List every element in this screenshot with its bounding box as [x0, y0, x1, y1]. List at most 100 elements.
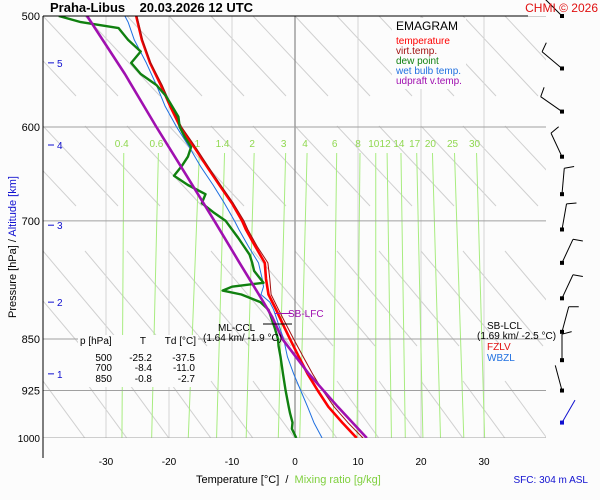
wind-barb-shaft	[550, 132, 563, 157]
dry-adiabat-line	[43, 16, 119, 97]
dry-adiabat-line	[0, 251, 39, 346]
dry-adiabat-line	[336, 125, 413, 207]
mixing-ratio-label: 1	[195, 139, 201, 150]
wind-barb	[550, 126, 564, 159]
table-cell: 850	[95, 373, 112, 385]
mixing-ratio-line	[386, 152, 392, 438]
mixing-ratio-line	[400, 152, 406, 438]
temperature-tick-label: 10	[352, 457, 364, 468]
table-cell: -25.2	[129, 352, 152, 364]
wind-barb-station-dot	[560, 154, 564, 159]
mixing-ratio-line	[277, 152, 287, 438]
wind-barb	[560, 166, 575, 197]
sb-lcl-label: SB-LCL	[487, 321, 523, 332]
mixing-ratio-label: 25	[447, 139, 459, 150]
altitude-tick-label: 2	[57, 298, 63, 309]
temperature-tick-label: 30	[478, 457, 490, 468]
dry-adiabat-line	[252, 380, 296, 438]
dry-adiabat-line	[43, 60, 77, 97]
dry-adiabat-line	[462, 125, 539, 207]
dry-adiabat-line	[504, 380, 546, 438]
table-row: 850 -0.8 -2.7	[80, 373, 196, 386]
wet-bulb-line	[124, 16, 323, 438]
legend-item: temperature	[396, 36, 450, 47]
altitude-tick-label: 3	[57, 221, 63, 232]
x-title-separator: /	[279, 474, 295, 486]
legend: EMAGRAM temperature virt.temp. dew point we…	[392, 18, 466, 89]
wind-barb	[554, 365, 564, 393]
grid-layer	[0, 16, 600, 456]
dry-adiabat-line	[210, 16, 287, 97]
pressure-tick-label: 700	[22, 216, 40, 228]
mixing-ratio-line	[476, 152, 486, 438]
wind-barb-shaft	[540, 96, 563, 112]
dry-adiabat-line	[589, 126, 600, 206]
temperature-tick-label: -10	[225, 457, 240, 468]
station-name: Praha-Libus	[50, 0, 126, 15]
mixing-ratio-line	[121, 152, 125, 438]
dry-adiabat-line	[547, 16, 600, 96]
mixing-ratio-line	[299, 152, 308, 438]
legend-item: virt.temp.	[396, 46, 438, 57]
fzlv-label: FZLV	[487, 342, 511, 353]
dry-adiabat-line	[336, 380, 380, 438]
wbzl-label: WBZL	[487, 353, 515, 364]
dry-adiabat-line	[589, 251, 600, 346]
dry-adiabat-line	[547, 126, 600, 206]
mixing-ratio-line	[356, 152, 361, 438]
temperature-tick-label: 0	[292, 457, 298, 468]
dry-adiabat-line	[504, 125, 546, 171]
y-title-altitude: Altitude [km]	[7, 176, 19, 237]
altitude-tick-label: 4	[57, 141, 63, 152]
x-axis-title: Temperature [°C] / Mixing ratio [g/kg]	[196, 474, 381, 486]
dry-adiabat-line	[378, 250, 460, 347]
dry-adiabat-line	[420, 250, 502, 347]
mixing-ratio-line	[454, 152, 465, 438]
sounding-datetime: 20.03.2026 12 UTC	[139, 0, 254, 15]
wind-barb-station-dot	[560, 66, 564, 71]
dry-adiabat-line	[589, 16, 600, 96]
wind-barb-station-dot	[560, 420, 564, 425]
sb-lfc-label: SB-LFC	[288, 309, 324, 320]
dew-point-line	[58, 16, 298, 438]
mixing-ratio-label: 0.4	[115, 139, 129, 150]
dry-adiabat-line	[43, 250, 124, 347]
table-cell: -0.8	[134, 373, 152, 385]
table-cell: 700	[95, 363, 112, 374]
wind-barb-station-dot	[560, 260, 564, 265]
dry-adiabat-line	[589, 381, 600, 456]
dry-adiabat-line	[168, 380, 212, 438]
wind-barb	[560, 202, 577, 232]
dry-adiabat-line	[462, 250, 544, 347]
pressure-tick-label: 500	[22, 11, 40, 23]
dry-adiabat-line	[210, 380, 254, 438]
dry-adiabat-line	[462, 16, 539, 97]
wind-barb	[560, 238, 583, 265]
table-header-cell: T	[139, 336, 146, 347]
wind-barb-shaft	[561, 168, 565, 195]
dry-adiabat-line	[84, 125, 161, 207]
wind-barb	[545, 0, 564, 18]
dry-adiabat-line	[0, 381, 14, 456]
table-row: 500 -25.2 -37.5	[80, 352, 196, 365]
table-header: p [hPa] T Td [°C]	[80, 336, 196, 348]
mixing-ratio-label: 3	[281, 139, 287, 150]
dry-adiabat-line	[84, 250, 166, 347]
mixing-ratio-line	[187, 152, 200, 438]
wind-barb-station-dot	[560, 388, 564, 393]
pressure-tick-label: 850	[22, 334, 40, 346]
wind-barb-flag	[561, 331, 572, 335]
wind-barb-station-dot	[560, 14, 564, 18]
table-row: 700 -8.4 -11.0	[80, 363, 196, 375]
ml-ccl-detail: (1.64 km/ -1.9 °C)	[203, 333, 283, 344]
mixing-ratio-line	[431, 152, 442, 438]
wind-barb-flag	[540, 87, 545, 97]
mixing-ratio-label: 12	[380, 139, 392, 150]
mixing-ratio-label: 1.4	[216, 139, 230, 150]
mixing-ratio-line	[416, 152, 424, 438]
dry-adiabat-line	[43, 380, 86, 438]
dry-adiabat-line	[294, 16, 371, 97]
mixing-ratio-label: 14	[393, 139, 405, 150]
temperature-tick-label: 20	[415, 457, 427, 468]
